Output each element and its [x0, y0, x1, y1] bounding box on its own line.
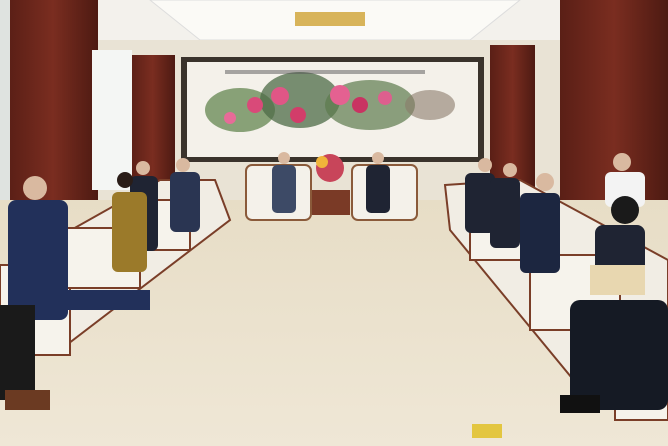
people-part [570, 300, 668, 410]
painting-part [247, 97, 263, 113]
people-part [520, 193, 560, 273]
people-part [560, 395, 600, 413]
people-part [170, 172, 200, 232]
people-part [272, 165, 296, 213]
painting [181, 57, 484, 162]
painting-part [271, 87, 289, 105]
people-part [112, 192, 147, 272]
left-wood-panel-part [8, 0, 98, 200]
people-part [366, 165, 390, 213]
painting-part [225, 70, 425, 74]
left-wood-panel-part [130, 55, 175, 200]
people-part [590, 265, 645, 295]
people-part [117, 172, 133, 188]
painting-part [352, 97, 368, 113]
people-part [8, 200, 68, 320]
painting-part [378, 91, 392, 105]
people-part [278, 152, 290, 164]
painting-part [290, 107, 306, 123]
people-part [613, 153, 631, 171]
left-wood-panel [8, 0, 175, 200]
center-chairs-part [312, 190, 350, 215]
center-chairs-part [316, 156, 328, 168]
people-part [490, 178, 520, 248]
people [0, 152, 668, 413]
people-part [465, 173, 495, 233]
people-part [176, 158, 190, 172]
people-part [372, 152, 384, 164]
people-part [5, 390, 50, 410]
people-part [136, 161, 150, 175]
window-curtain [0, 0, 132, 210]
painting-part [224, 112, 236, 124]
people-part [23, 176, 47, 200]
people-part [536, 173, 554, 191]
painting-part [330, 85, 350, 105]
right-wood-panel-part [490, 45, 535, 200]
window-curtain-part [0, 0, 10, 210]
people-part [478, 158, 492, 172]
people-part [60, 290, 150, 310]
window-curtain-part [92, 50, 132, 190]
people-part [605, 172, 645, 207]
floor-part [472, 424, 502, 438]
ceiling-part [295, 12, 365, 26]
painting-part [260, 72, 340, 128]
painting-part [405, 90, 455, 120]
people-part [0, 305, 35, 400]
people-part [503, 163, 517, 177]
people-part [611, 196, 639, 224]
